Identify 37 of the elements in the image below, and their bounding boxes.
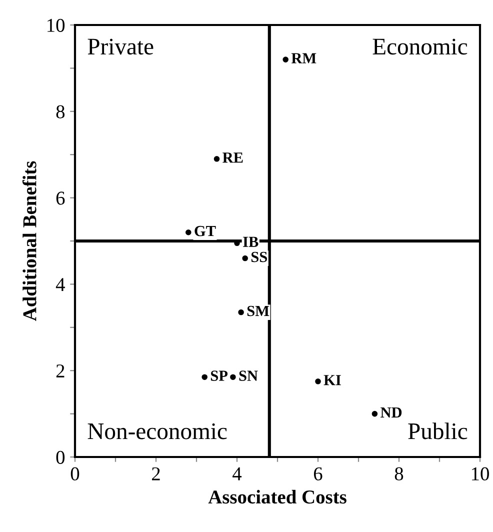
data-label: SS bbox=[251, 252, 267, 262]
x-tick-label: 0 bbox=[70, 467, 80, 480]
point bbox=[214, 156, 220, 162]
point bbox=[372, 410, 378, 417]
y-tick-label: 6 bbox=[56, 192, 65, 205]
annotation: Non-economic bbox=[88, 423, 227, 440]
data-label: RM bbox=[291, 53, 316, 64]
point bbox=[186, 229, 192, 236]
data-label: IB bbox=[243, 236, 258, 247]
x-tick-label: 4 bbox=[232, 467, 242, 480]
data-label: SM bbox=[247, 306, 270, 316]
data-label: SP bbox=[210, 370, 228, 381]
x-tick-label: 10 bbox=[472, 467, 489, 480]
x-tick-label: 6 bbox=[314, 467, 322, 480]
x-tick-label: 2 bbox=[152, 467, 160, 480]
data-label: GT bbox=[194, 226, 216, 236]
annotation: Public bbox=[408, 422, 468, 440]
y-tick-label: 2 bbox=[56, 364, 64, 378]
data-label: KI bbox=[324, 375, 341, 386]
point bbox=[230, 374, 236, 380]
y-tick-label: 10 bbox=[48, 18, 65, 32]
point bbox=[202, 374, 208, 380]
y-axis-title: Additional Benefits bbox=[22, 161, 36, 322]
point bbox=[238, 309, 244, 316]
point bbox=[282, 56, 288, 62]
x-tick-label: 8 bbox=[394, 467, 404, 480]
y-tick-label: 8 bbox=[56, 105, 65, 118]
annotation: Private bbox=[88, 38, 154, 55]
x-axis-title: Associated Costs bbox=[208, 490, 346, 504]
point bbox=[315, 378, 321, 384]
data-label: RE bbox=[222, 152, 243, 163]
data-label: ND bbox=[380, 407, 402, 418]
annotation: Economic bbox=[372, 38, 468, 55]
data-label: SN bbox=[239, 370, 258, 381]
point bbox=[242, 255, 248, 262]
y-tick-label: 0 bbox=[56, 450, 65, 464]
y-tick-label: 4 bbox=[56, 278, 65, 291]
